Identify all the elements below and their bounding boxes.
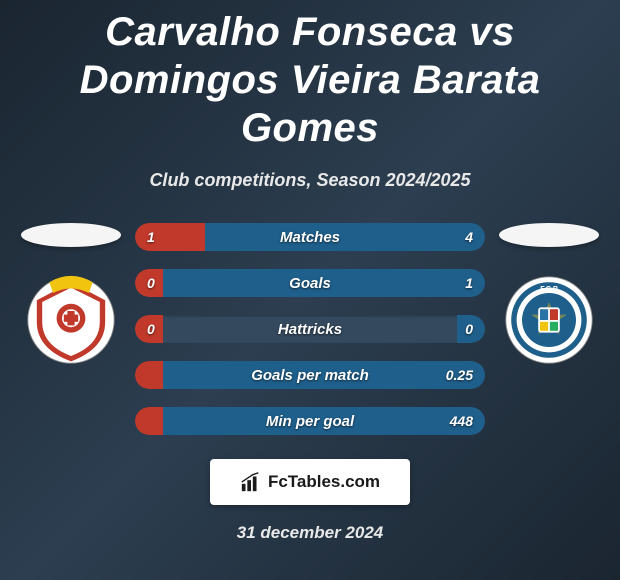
page-title: Carvalho Fonseca vs Domingos Vieira Bara… (0, 8, 620, 152)
stat-label: Min per goal (135, 413, 485, 430)
stat-row: 1Matches4 (135, 223, 485, 251)
chart-icon (240, 471, 262, 493)
stat-value-right: 0.25 (446, 367, 473, 383)
brand-text: FcTables.com (268, 472, 380, 492)
right-flag (499, 223, 599, 247)
right-crest: F.C.P (504, 275, 594, 365)
stat-value-right: 448 (450, 413, 473, 429)
footer-date: 31 december 2024 (0, 523, 620, 543)
stat-value-right: 1 (465, 275, 473, 291)
brand-badge: FcTables.com (210, 459, 410, 505)
stats-list: 1Matches40Goals10Hattricks0Goals per mat… (135, 223, 485, 435)
stat-label: Hattricks (135, 321, 485, 338)
left-crest (26, 275, 116, 365)
left-side (21, 223, 121, 365)
left-flag (21, 223, 121, 247)
stat-label: Goals (135, 275, 485, 292)
stat-value-right: 4 (465, 229, 473, 245)
svg-text:F.C.P: F.C.P (540, 284, 558, 293)
stat-row: 0Hattricks0 (135, 315, 485, 343)
stat-row: 0Goals1 (135, 269, 485, 297)
stat-label: Goals per match (135, 367, 485, 384)
right-side: F.C.P (499, 223, 599, 365)
stat-label: Matches (135, 229, 485, 246)
stat-value-right: 0 (465, 321, 473, 337)
comparison-panel: 1Matches40Goals10Hattricks0Goals per mat… (0, 223, 620, 435)
stat-row: Goals per match0.25 (135, 361, 485, 389)
stat-row: Min per goal448 (135, 407, 485, 435)
page-subtitle: Club competitions, Season 2024/2025 (0, 170, 620, 191)
